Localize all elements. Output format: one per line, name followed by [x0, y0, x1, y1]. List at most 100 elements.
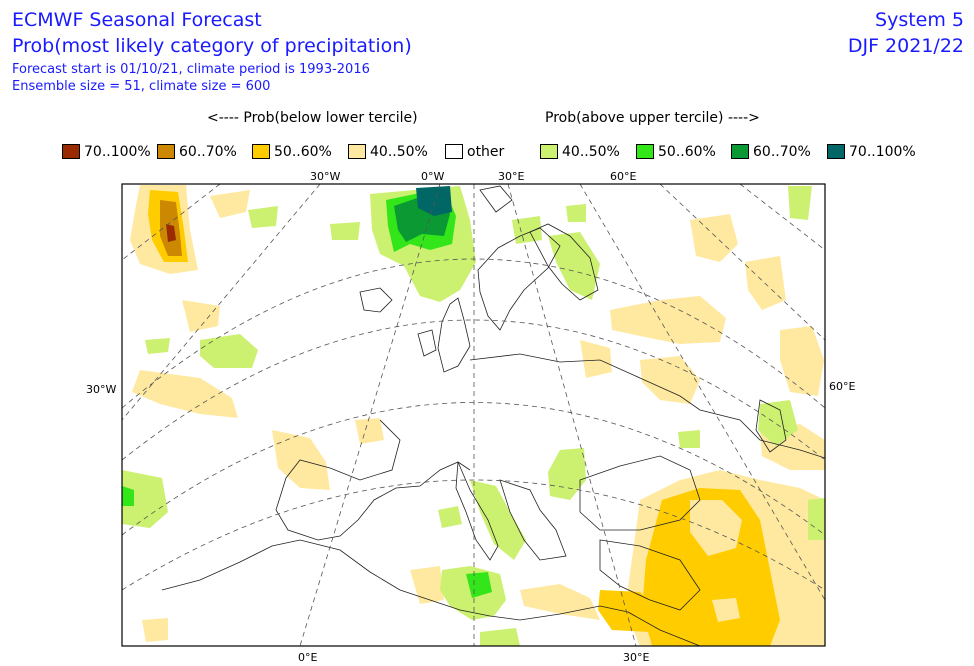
below-40-50-region: [142, 618, 168, 642]
below-40-50-region: [355, 418, 384, 444]
above-40-50-region: [788, 186, 812, 220]
coastline-iceland: [359, 287, 393, 313]
coastlines: [161, 185, 825, 646]
latitude-line: [122, 319, 825, 461]
legend-label: 40..50%: [562, 144, 620, 160]
above-40-50-region: [548, 448, 586, 500]
top-label-60e: 60°E: [610, 170, 636, 183]
legend-label: 60..70%: [179, 144, 237, 160]
above-40-50-region: [566, 204, 586, 222]
system-block: System 5 DJF 2021/22: [848, 8, 964, 60]
above-40-50-region: [678, 430, 700, 448]
coastline-ireland: [417, 329, 437, 357]
season-label: DJF 2021/22: [847, 35, 964, 57]
above-50-60-region: [122, 486, 134, 506]
top-label-0w: 0°W: [421, 170, 444, 183]
top-label-30w: 30°W: [310, 170, 340, 183]
above-tercile-shading: [122, 186, 825, 646]
coastline-north-africa: [161, 539, 629, 621]
right-label-60e: 60°E: [829, 380, 855, 393]
above-40-50-region: [330, 222, 360, 240]
below-40-50-region: [580, 340, 612, 378]
above-40-50-region: [248, 206, 278, 228]
legend-swatch: [540, 144, 558, 159]
legend-label: 50..60%: [274, 144, 332, 160]
legend-above-header: Prob(above upper tercile) ---->: [545, 110, 760, 126]
above-40-50-region: [200, 334, 258, 368]
bottom-label-30e: 30°E: [623, 651, 649, 664]
legend-label: other: [467, 144, 505, 160]
latitude-line: [122, 479, 825, 591]
above-40-50-region: [145, 338, 170, 354]
coastline-europe-north: [469, 353, 825, 459]
coastline-red-sea: [627, 611, 701, 646]
above-40-50-region: [548, 232, 600, 300]
below-tercile-shading: [130, 185, 825, 646]
coastline-britain: [437, 297, 471, 373]
coastline-scandinavia: [477, 227, 561, 331]
map-title: ECMWF Seasonal Forecast: [12, 9, 262, 31]
below-40-50-region: [690, 500, 742, 556]
legend-label: 50..60%: [658, 144, 716, 160]
forecast-info: Forecast start is 01/10/21, climate peri…: [12, 62, 370, 77]
legend-swatch: [445, 144, 463, 159]
coastline-balkans: [499, 479, 567, 561]
above-40-50-region: [438, 506, 462, 528]
legend-swatch: [731, 144, 749, 159]
meridian-line: [659, 184, 825, 341]
legend-swatch: [157, 144, 175, 159]
below-40-50-region: [520, 584, 600, 620]
below-40-50-region: [690, 214, 738, 262]
top-label-30e: 30°E: [498, 170, 524, 183]
map-content: [122, 184, 825, 646]
map-subtitle: Prob(most likely category of precipitati…: [12, 35, 412, 57]
above-40-50-region: [758, 400, 798, 446]
coastline-anatolia-levant: [599, 539, 701, 611]
bottom-label-0e: 0°E: [298, 651, 317, 664]
below-40-50-region: [745, 256, 786, 310]
legend-swatch: [348, 144, 366, 159]
coastline-black-sea: [579, 455, 701, 531]
coastline-svalbard: [479, 185, 513, 213]
below-40-50-region: [210, 190, 250, 218]
coastline-caspian: [755, 399, 787, 453]
below-40-50-region: [640, 356, 700, 404]
ensemble-info: Ensemble size = 51, climate size = 600: [12, 79, 271, 94]
below-40-50-region: [610, 296, 726, 344]
legend-label: 70..100%: [84, 144, 151, 160]
legend-swatch: [827, 144, 845, 159]
meridian-line: [122, 184, 321, 421]
legend-swatch: [636, 144, 654, 159]
below-40-50-region: [182, 300, 220, 332]
map-frame: [121, 183, 826, 647]
meridian-line: [122, 184, 221, 261]
legend-below-header: <---- Prob(below lower tercile): [207, 110, 418, 126]
coastline-iberia-france: [275, 419, 471, 541]
title-block: ECMWF Seasonal Forecast Prob(most likely…: [12, 8, 412, 95]
above-40-50-region: [122, 470, 168, 528]
legend-swatch: [62, 144, 80, 159]
coastline-finland-kola: [529, 223, 599, 301]
below-40-50-region: [780, 326, 824, 396]
left-label-30w: 30°W: [86, 383, 116, 396]
below-40-50-region: [712, 598, 740, 622]
above-40-50-region: [808, 498, 825, 540]
graticule: [122, 184, 825, 646]
above-50-60-region: [466, 572, 492, 598]
above-40-50-region: [480, 628, 520, 646]
legend-label: 60..70%: [753, 144, 811, 160]
legend-label: 70..100%: [849, 144, 916, 160]
above-70-100-region: [416, 186, 452, 216]
below-70-100-region: [166, 224, 176, 242]
above-40-50-region: [512, 216, 542, 244]
system-label: System 5: [875, 9, 964, 31]
below-40-50-region: [410, 566, 444, 604]
coastline-italy: [455, 461, 499, 561]
meridian-line: [507, 184, 637, 646]
below-40-50-region: [132, 370, 238, 418]
legend-swatch: [252, 144, 270, 159]
legend-label: 40..50%: [370, 144, 428, 160]
above-40-50-region: [470, 480, 526, 560]
below-50-60-region: [642, 488, 780, 646]
